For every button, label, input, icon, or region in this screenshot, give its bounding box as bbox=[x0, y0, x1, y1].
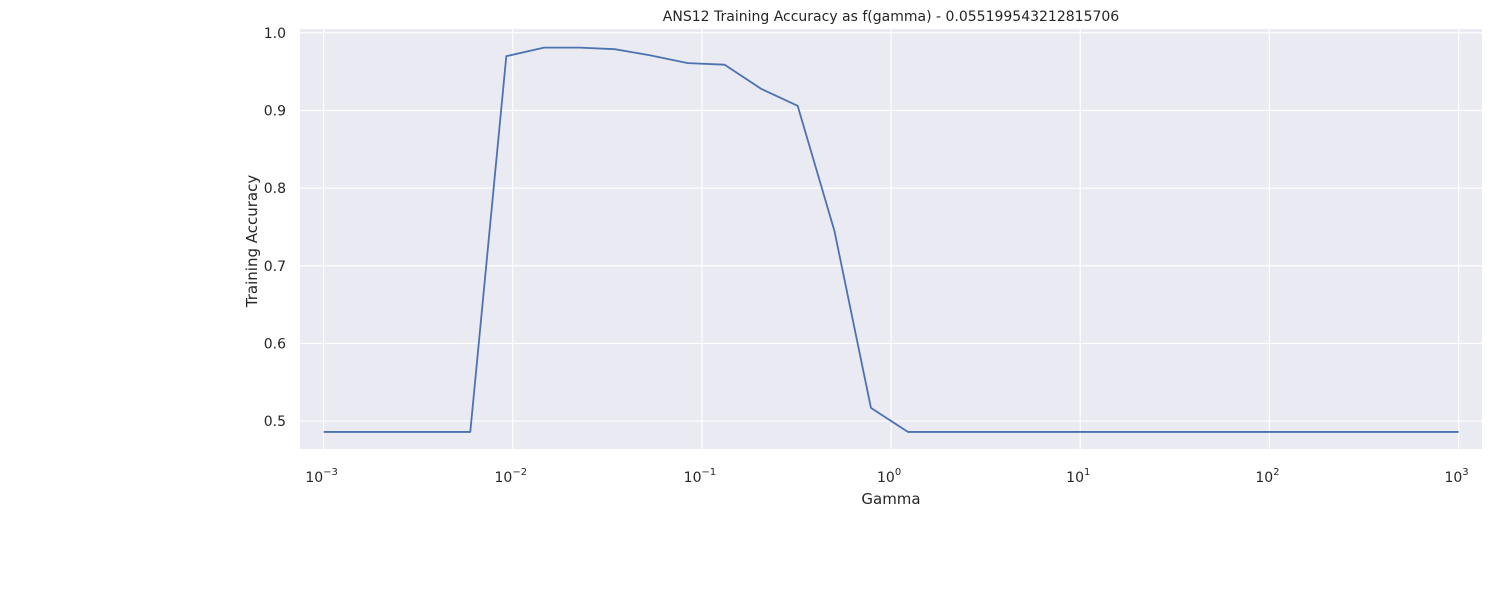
grid bbox=[300, 29, 1482, 449]
x-tick-label: 101 bbox=[1066, 467, 1090, 486]
x-tick-exponent: 1 bbox=[1084, 467, 1090, 478]
x-tick-base: 10 bbox=[1444, 470, 1462, 486]
x-tick-base: 10 bbox=[495, 470, 513, 486]
y-tick-label: 0.5 bbox=[264, 414, 286, 430]
series-line bbox=[323, 46, 1459, 433]
y-tick-label: 1.0 bbox=[264, 26, 286, 42]
x-tick-label: 103 bbox=[1444, 467, 1468, 486]
x-tick-exponent: −1 bbox=[701, 467, 716, 478]
x-tick-base: 10 bbox=[305, 470, 323, 486]
x-tick-exponent: 3 bbox=[1462, 467, 1468, 478]
x-tick-exponent: −2 bbox=[512, 467, 527, 478]
x-tick-label: 10−3 bbox=[305, 467, 338, 486]
series-layer bbox=[323, 46, 1459, 433]
x-tick-base: 10 bbox=[1066, 470, 1084, 486]
x-tick-exponent: 2 bbox=[1273, 467, 1279, 478]
x-tick-base: 10 bbox=[684, 470, 702, 486]
x-tick-label: 10−1 bbox=[684, 467, 717, 486]
x-tick-labels: 10−3 10−2 10−1 100 101 102 103 bbox=[305, 467, 1468, 486]
x-tick-label: 102 bbox=[1255, 467, 1279, 486]
x-tick-label: 100 bbox=[877, 467, 901, 486]
x-tick-label: 10−2 bbox=[495, 467, 528, 486]
x-tick-base: 10 bbox=[877, 470, 895, 486]
y-tick-label: 0.6 bbox=[264, 336, 286, 352]
chart-title: ANS12 Training Accuracy as f(gamma) - 0.… bbox=[663, 9, 1119, 25]
y-tick-label: 0.9 bbox=[264, 104, 286, 120]
x-axis-label: Gamma bbox=[861, 490, 920, 508]
y-tick-label: 0.7 bbox=[264, 259, 286, 275]
y-axis-label: Training Accuracy bbox=[243, 175, 261, 309]
x-tick-exponent: 0 bbox=[895, 467, 901, 478]
x-tick-base: 10 bbox=[1255, 470, 1273, 486]
y-tick-label: 0.8 bbox=[264, 181, 286, 197]
y-tick-labels: 0.5 0.6 0.7 0.8 0.9 1.0 bbox=[264, 26, 286, 430]
x-tick-exponent: −3 bbox=[323, 467, 338, 478]
